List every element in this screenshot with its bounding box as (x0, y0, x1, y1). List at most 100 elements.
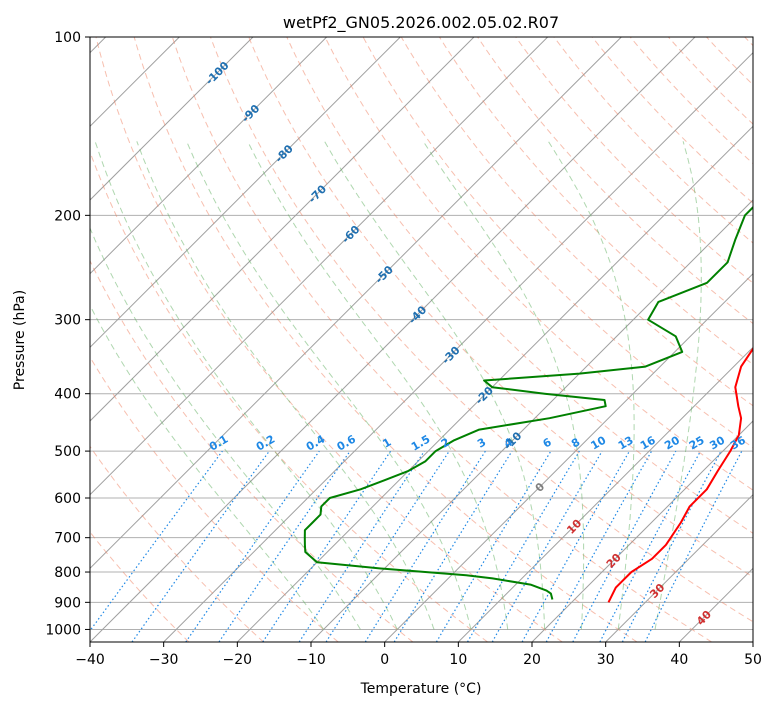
isotherm-line (310, 199, 753, 642)
mixing-ratio-label: 20 (662, 433, 682, 452)
dry-adiabat-line (171, 37, 712, 642)
isotherm-line (605, 493, 753, 642)
isotherm-line (90, 37, 328, 275)
dry-adiabat-line (400, 37, 753, 407)
dry-adiabat-line (90, 150, 488, 642)
mixing-ratio-label: 6 (541, 435, 554, 450)
y-tick-label: 400 (54, 387, 81, 403)
dry-adiabat-line (515, 37, 753, 284)
x-axis-title: Temperature (°C) (360, 681, 482, 697)
dry-adiabat-line (90, 531, 190, 642)
moist-adiabat-line (247, 141, 509, 630)
isotherm-line (752, 641, 753, 642)
isotherm-line (384, 272, 753, 642)
temperature-line (607, 347, 753, 603)
y-tick-label: 300 (54, 313, 81, 329)
isotherm-line (531, 420, 753, 642)
x-tick-label: 50 (744, 652, 762, 668)
mixing-ratio-line (466, 450, 580, 642)
y-tick-label: 500 (54, 444, 81, 460)
isotherm-line (90, 37, 549, 496)
y-tick-label: 200 (54, 208, 81, 224)
dry-adiabat-line (324, 37, 753, 491)
moist-adiabat-line (422, 141, 585, 630)
x-tick-label: 0 (380, 652, 389, 668)
x-tick-label: 20 (523, 652, 541, 668)
series-layer (303, 205, 753, 603)
isotherm-line (236, 125, 753, 642)
mixing-ratio-line (90, 450, 223, 632)
dry-adiabat-line (553, 37, 753, 244)
mixing-ratio-label: 1 (380, 436, 393, 451)
dry-adiabat-line (744, 37, 753, 47)
x-axis: −40 −30 −20 −10 0 10 20 30 40 50 (75, 642, 762, 668)
dewpoint-line (303, 205, 753, 600)
isotherm-line (678, 567, 753, 642)
dry-adiabat-line (706, 37, 753, 86)
isotherm-label: -100 (203, 59, 232, 88)
moist-adiabat-line (324, 141, 546, 630)
mixing-ratio-label: 16 (638, 433, 658, 452)
dry-adiabat-line (90, 356, 339, 642)
x-tick-label: −10 (296, 652, 326, 668)
moist-adiabat-line (186, 141, 472, 630)
mixing-ratio-line (644, 450, 743, 642)
mixing-ratio-label: 3 (475, 436, 488, 451)
mixing-ratio-line (521, 450, 631, 642)
y-tick-label: 600 (54, 491, 81, 507)
dry-adiabat-line (668, 37, 753, 125)
mixing-ratio-line (545, 450, 653, 642)
mixing-ratio-label: 13 (616, 434, 636, 453)
mixing-ratio-label: 0.4 (304, 432, 328, 453)
mixing-ratio-line (185, 450, 320, 642)
x-tick-label: 10 (449, 652, 467, 668)
moist-adiabat-line (547, 141, 635, 630)
mixing-ratio-line (218, 450, 351, 642)
dry-adiabat-line (133, 37, 638, 642)
x-tick-label: 40 (670, 652, 688, 668)
dry-adiabat-line (477, 37, 753, 325)
mixing-ratio-label: 0.2 (254, 433, 277, 454)
grid-layer (90, 37, 753, 642)
isotherm-line (90, 37, 696, 642)
mixing-ratio-line (572, 450, 677, 642)
isotherm-line (90, 37, 254, 201)
x-tick-label: −20 (223, 652, 253, 668)
isotherm-line (163, 51, 753, 642)
moist-adiabat-line (90, 226, 361, 630)
chart-title: wetPf2_GN05.2026.002.05.02.R07 (283, 13, 559, 33)
plot-frame (89, 36, 754, 643)
moist-adiabat-line (654, 141, 702, 630)
y-tick-label: 100 (54, 30, 81, 46)
y-tick-label: 1000 (45, 622, 81, 638)
dry-adiabat-line (90, 445, 264, 642)
y-tick-label: 900 (54, 595, 81, 611)
moist-adiabat-line (90, 304, 325, 630)
mixing-ratio-line (393, 450, 513, 642)
mixing-ratio-line (325, 450, 450, 642)
y-axis-title: Pressure (hPa) (12, 290, 28, 390)
y-axis: 100 200 300 400 500 600 700 800 900 1000 (45, 30, 90, 638)
x-tick-label: −30 (149, 652, 179, 668)
mixing-ratio-label: 10 (589, 433, 609, 452)
dry-adiabat-line (629, 37, 753, 165)
isotherm-line (90, 37, 475, 422)
y-tick-label: 700 (54, 531, 81, 547)
isotherm-line (457, 346, 753, 642)
mixing-ratio-label: 8 (569, 436, 582, 451)
mixing-ratio-line (298, 450, 425, 642)
dry-adiabat-line (248, 37, 753, 578)
moist-adiabat-line (136, 141, 435, 630)
isotherm-line (90, 37, 401, 349)
isotherm-line (90, 37, 622, 570)
dry-adiabat-line (210, 37, 753, 623)
mixing-ratio-line (435, 450, 552, 642)
mixing-ratio-line (599, 450, 702, 642)
dry-adiabat-line (591, 37, 753, 204)
moist-adiabat-line (94, 141, 398, 630)
y-tick-label: 800 (54, 565, 81, 581)
mixing-ratio-label: 0.1 (207, 433, 230, 454)
mixing-ratio-line (131, 450, 270, 642)
